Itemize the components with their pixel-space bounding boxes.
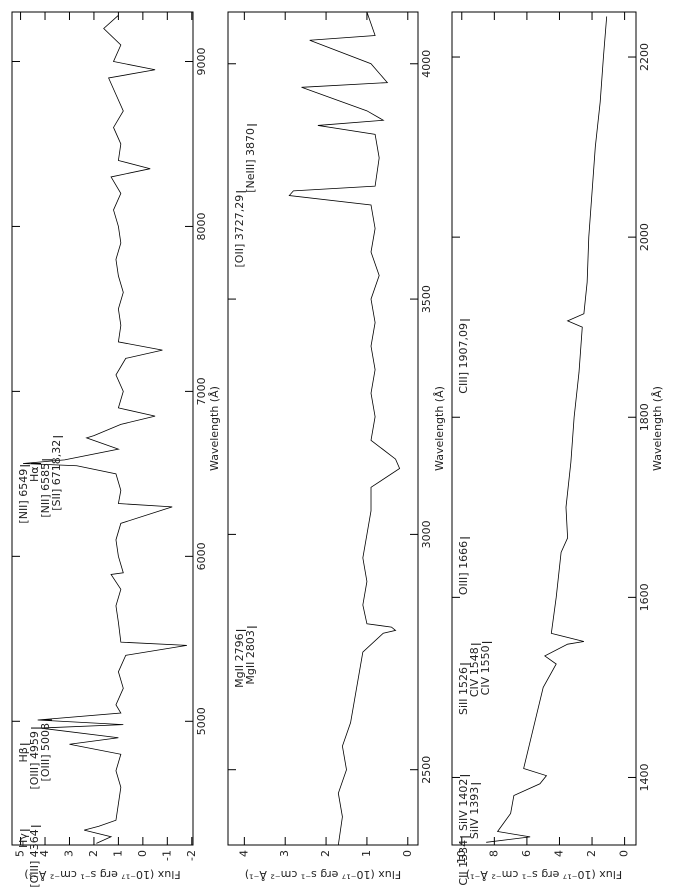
line-label: [OIII] 5008 <box>39 723 52 781</box>
line-label: SiIV 1402 <box>457 779 470 831</box>
x-tick-label: 9000 <box>195 47 208 75</box>
line-label: [NII] 6585 <box>39 463 52 518</box>
y-tick-label: -1 <box>160 850 173 861</box>
y-tick-label: 3 <box>278 850 291 857</box>
line-label: [OIII] 4959 <box>28 731 41 789</box>
x-tick-label: 2000 <box>638 223 651 251</box>
line-label: Hα <box>28 466 41 482</box>
x-tick-label: 1600 <box>638 583 651 611</box>
y-tick-label: 5 <box>14 850 27 857</box>
x-tick-label: 1400 <box>638 763 651 791</box>
y-tick-label: 8 <box>487 850 500 857</box>
spectrum-line <box>22 15 187 844</box>
line-label: [OII] 3727,29 <box>233 195 246 268</box>
y-tick-label: 10 <box>455 850 468 864</box>
y-tick-label: 2 <box>319 850 332 857</box>
x-tick-label: 8000 <box>195 212 208 240</box>
line-label: Hγ <box>17 833 30 848</box>
x-axis-label: Wavelength (Å) <box>651 386 664 471</box>
line-label: MgII 2803 <box>244 630 257 684</box>
x-tick-label: 4000 <box>420 50 433 78</box>
x-tick-label: 3500 <box>420 285 433 313</box>
y-axis-label: Flux (10⁻¹⁷ erg s⁻¹ cm⁻² Å⁻¹) <box>24 868 180 881</box>
y-tick-label: 1 <box>360 850 373 857</box>
line-label: [NII] 6549 <box>17 469 30 524</box>
y-tick-label: -2 <box>185 850 198 861</box>
y-tick-label: 4 <box>237 850 250 857</box>
x-tick-label: 5000 <box>195 707 208 735</box>
rotated-figure: 5000 6000 7000 8000 9000 -2 -1 0 1 2 3 4 5 Wavelength… <box>11 11 664 888</box>
line-label: SiIV 1393 <box>468 787 481 839</box>
line-label: CIV 1548 <box>468 647 481 697</box>
line-label: Hβ <box>17 747 30 762</box>
x-axis-label: Wavelength (Å) <box>208 386 221 471</box>
x-tick-label: 1800 <box>638 403 651 431</box>
x-axis-label: Wavelength (Å) <box>433 386 446 471</box>
line-label: [OIII] 4364 <box>28 829 41 887</box>
plot-frame <box>227 11 419 846</box>
y-tick-label: 1 <box>111 850 124 857</box>
y-tick-label: 0 <box>618 850 631 857</box>
line-label: CII 1334 <box>457 840 470 886</box>
y-axis-label: Flux (10⁻¹⁷ erg s⁻¹ cm⁻² Å⁻¹) <box>466 868 622 881</box>
spectrum-line <box>486 16 608 843</box>
y-tick-label: 0 <box>136 850 149 857</box>
y-tick-label: 3 <box>62 850 75 857</box>
y-tick-label: 2 <box>585 850 598 857</box>
line-label: SiII 1526 <box>457 667 470 715</box>
line-label: OIII] 1666 <box>457 541 470 595</box>
y-tick-label: 4 <box>38 850 51 857</box>
plot-frame <box>11 11 194 846</box>
x-tick-label: 7000 <box>195 377 208 405</box>
y-tick-label: 6 <box>520 850 533 857</box>
y-tick-label: 2 <box>87 850 100 857</box>
line-label: [SII] 6718,32 <box>50 440 63 511</box>
spectrum-line <box>288 11 401 846</box>
y-tick-label: 0 <box>401 850 414 857</box>
line-label: CIV 1550 <box>479 645 492 695</box>
x-tick-label: 6000 <box>195 542 208 570</box>
line-label: MgII 2796 <box>233 633 246 687</box>
x-tick-label: 2200 <box>638 43 651 71</box>
y-tick-label: 4 <box>552 850 565 857</box>
plot-frame <box>451 11 637 846</box>
x-tick-label: 3000 <box>420 520 433 548</box>
line-label: [NeIII] 3870 <box>244 128 257 193</box>
x-tick-label: 2500 <box>420 756 433 784</box>
y-axis-label: Flux (10⁻¹⁷ erg s⁻¹ cm⁻² Å⁻¹) <box>245 868 401 881</box>
line-label: CIII] 1907,09 <box>457 323 470 394</box>
